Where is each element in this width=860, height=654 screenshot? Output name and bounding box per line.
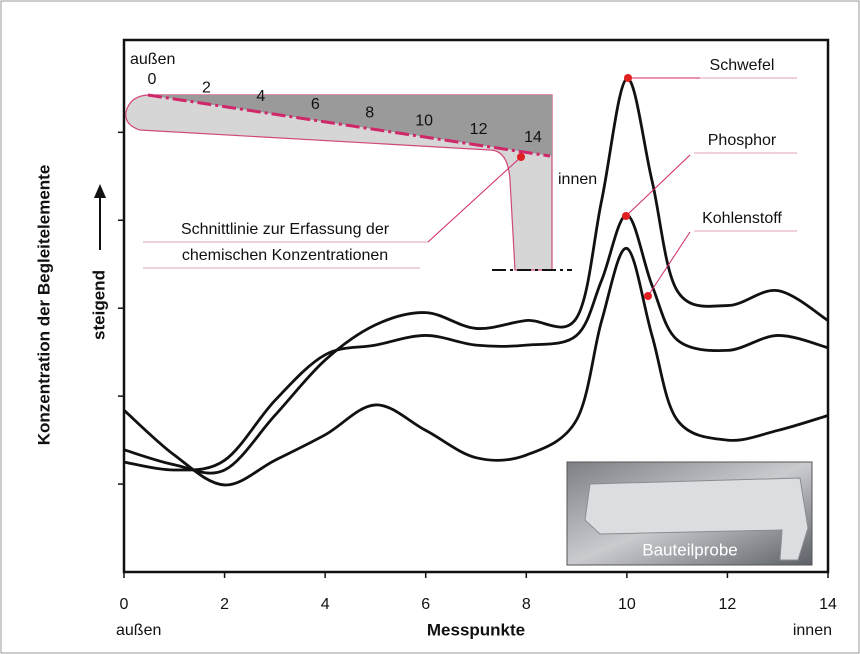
photo: Bauteilprobe <box>566 461 813 566</box>
x-tick-label: 6 <box>421 596 430 613</box>
inset-point-label: 12 <box>470 121 488 138</box>
leader-dot <box>622 212 630 220</box>
series-label: Kohlenstoff <box>702 210 782 227</box>
leader-line <box>625 154 691 217</box>
leader-dot <box>644 292 652 300</box>
series-label: Schwefel <box>710 57 775 74</box>
inset-point-label: 14 <box>524 129 542 146</box>
inset-point-label: 2 <box>202 80 211 97</box>
photo-label: Bauteilprobe <box>642 540 737 559</box>
arrow-head <box>94 184 106 198</box>
leader-dot <box>517 153 525 161</box>
inset-point-label: 10 <box>415 113 433 130</box>
inset-point-label: 8 <box>365 104 374 121</box>
x-tick-label: 8 <box>522 596 531 613</box>
inset-point-label: 0 <box>148 71 157 88</box>
x-tick-label: 10 <box>618 596 636 613</box>
inset-caption: chemischen Konzentrationen <box>182 247 388 264</box>
leader-line <box>427 156 522 243</box>
inset-inner-label: innen <box>558 171 597 188</box>
x-axis-label: Messpunkte <box>427 620 525 639</box>
photo-part <box>584 477 809 561</box>
cut-line <box>147 93 551 158</box>
inset-diagram: außen innen Schnittlinie zur Erfassung d… <box>125 51 597 271</box>
x-tick-label: 12 <box>719 596 737 613</box>
series-line <box>123 247 829 487</box>
x-tick-label: 4 <box>321 596 330 613</box>
leader-dot <box>624 74 632 82</box>
inset-caption: Schnittlinie zur Erfassung der <box>181 221 390 238</box>
series-line <box>123 213 829 472</box>
y-axis-sublabel: steigend <box>89 270 108 340</box>
x-tick-label: 2 <box>220 596 229 613</box>
plot-area <box>122 38 830 574</box>
inset-point-label: 4 <box>256 88 265 105</box>
inset-point-label: 6 <box>311 96 320 113</box>
series-label: Phosphor <box>708 132 777 149</box>
x-tick-label: 0 <box>120 596 129 613</box>
y-axis-label: Konzentration der Begleitelemente <box>34 165 53 446</box>
series-line <box>123 77 829 475</box>
x-axis-right-label: innen <box>793 622 832 639</box>
inset-outer-label: außen <box>130 51 175 68</box>
x-tick-label: 14 <box>819 596 837 613</box>
x-axis-left-label: außen <box>116 622 161 639</box>
leader-line <box>647 231 691 297</box>
